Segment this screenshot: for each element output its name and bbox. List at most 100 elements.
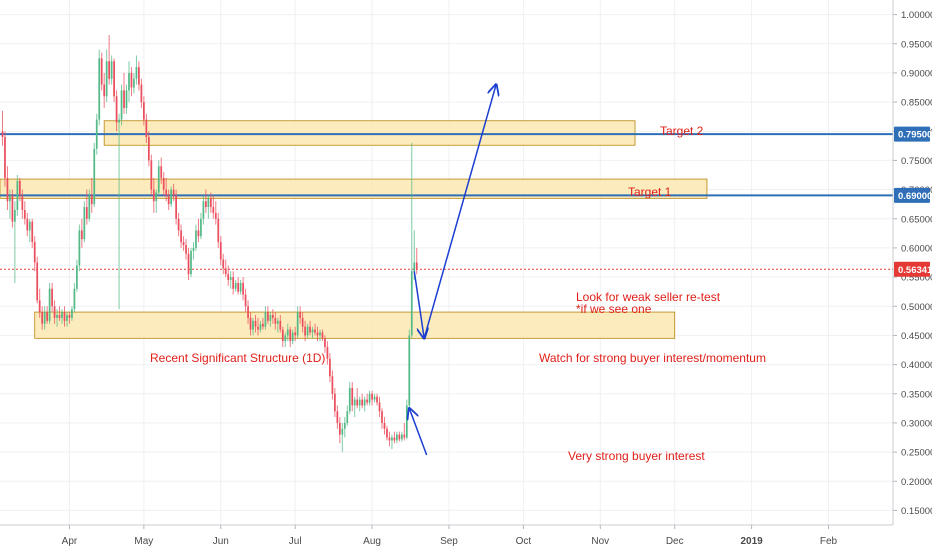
y-tick-label: 0.50000 [901, 302, 932, 313]
zone-rectangle [103, 120, 636, 146]
time-axis: Apr May Jun Jul Aug Sep Oct Nov Dec 2019 Feb [0, 524, 893, 547]
candle [286, 323, 289, 342]
candle-body [413, 262, 416, 272]
candle-body [61, 312, 63, 318]
x-tick-label: May [134, 536, 153, 547]
candle [98, 49, 101, 126]
candle-body [244, 294, 247, 307]
candle [182, 236, 185, 251]
candle [341, 422, 344, 453]
candle-body [73, 288, 76, 310]
candle [135, 55, 138, 85]
candle-body [23, 210, 26, 219]
candle-body [299, 312, 302, 318]
candle-body [212, 207, 215, 213]
candle [41, 306, 44, 330]
y-tick-label: 0.60000 [901, 243, 932, 254]
candle [133, 72, 135, 94]
candle [38, 288, 41, 318]
candle-body [110, 61, 113, 79]
candle [21, 189, 24, 219]
candle [88, 189, 91, 222]
candle-body [291, 332, 294, 342]
candle-body [135, 67, 138, 79]
candle-body [28, 221, 31, 231]
candle [76, 259, 78, 292]
candle-body [254, 320, 257, 327]
candle [125, 84, 128, 114]
candle [180, 224, 182, 248]
y-tick-label: 0.65000 [901, 214, 932, 225]
candle [378, 396, 381, 418]
candle-body [388, 437, 391, 441]
candle [190, 247, 192, 278]
candle [66, 312, 68, 327]
candle [4, 131, 6, 187]
candle [147, 131, 150, 167]
candle-body [301, 317, 304, 327]
candle [200, 212, 202, 240]
candle-body [36, 262, 39, 301]
candle-body [6, 177, 9, 202]
candle [48, 282, 51, 324]
candle-body [311, 329, 314, 333]
candle [175, 189, 177, 225]
zone-rectangle [0, 178, 708, 199]
candle-body [341, 428, 344, 435]
candle-body [165, 189, 168, 196]
y-tick-label: 0.40000 [901, 360, 932, 371]
candle [299, 306, 302, 324]
x-tick-label: Sep [440, 536, 458, 547]
y-tick-label: 0.30000 [901, 418, 932, 429]
candle [110, 55, 113, 85]
candle-body [252, 320, 254, 330]
candle-body [348, 387, 351, 412]
candle [63, 306, 66, 327]
price-badge-label: 0.69000 [898, 191, 932, 202]
candle-body [398, 434, 401, 440]
candle-body [202, 201, 205, 219]
candle [289, 326, 292, 348]
candle-body [326, 347, 329, 359]
candle [73, 282, 76, 313]
candle [150, 154, 153, 196]
candle [262, 317, 264, 330]
candle-body [294, 332, 297, 336]
candle [143, 96, 145, 126]
candle [316, 326, 319, 342]
candle [244, 288, 247, 313]
candle [28, 218, 31, 243]
candle-body [150, 160, 153, 190]
candle-body [138, 67, 140, 85]
candle-body [155, 192, 158, 202]
candle-body [289, 329, 292, 342]
candle-body [1, 131, 4, 138]
candles [1, 35, 418, 453]
candle [108, 35, 111, 85]
candle [115, 90, 118, 132]
candle [177, 212, 180, 237]
candle [1, 110, 4, 146]
candle [294, 326, 297, 342]
candle-body [9, 195, 11, 202]
candle [326, 341, 329, 365]
candle [284, 332, 287, 348]
candle-body [224, 268, 227, 275]
candle [152, 177, 155, 213]
y-tick-label: 0.15000 [901, 506, 932, 517]
zone-rectangle [34, 311, 676, 339]
candle-body [197, 230, 200, 237]
candle [386, 425, 388, 441]
candle-body [358, 399, 361, 406]
candle [269, 312, 272, 327]
candle-body [31, 221, 34, 243]
candle-body [18, 180, 21, 196]
candle [373, 393, 376, 403]
candle-body [66, 315, 68, 321]
candle [205, 189, 207, 213]
candle-body [33, 242, 36, 263]
candle [368, 390, 371, 406]
candle [155, 189, 158, 213]
candle-body [115, 96, 118, 123]
candle-body [71, 309, 73, 318]
